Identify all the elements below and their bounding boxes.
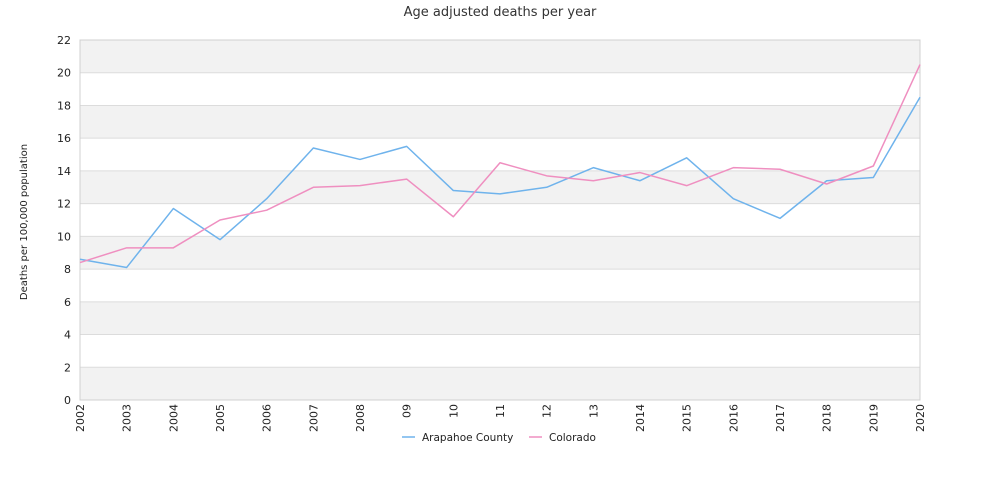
x-tick-label: 2018 (821, 404, 834, 432)
y-tick-label: 22 (57, 34, 71, 47)
x-tick-label: 12 (541, 404, 554, 418)
y-axis-ticks: 0 2 4 6 8 10 12 14 16 18 20 22 (57, 34, 71, 407)
plot-area (80, 40, 920, 400)
x-tick-label: 10 (447, 404, 460, 418)
grid-lines (79, 39, 921, 401)
x-tick-label: 2016 (727, 404, 740, 432)
y-tick-label: 0 (64, 394, 71, 407)
y-tick-label: 8 (64, 263, 71, 276)
y-tick-label: 10 (57, 230, 71, 243)
x-tick-label: 13 (587, 404, 600, 418)
plot-band (80, 301, 920, 335)
x-tick-label: 2004 (167, 404, 180, 432)
legend-label: Arapahoe County (422, 432, 513, 444)
x-tick-label: 2007 (307, 404, 320, 432)
y-tick-label: 20 (57, 67, 71, 80)
x-axis-ticks: 2002 2003 2004 2005 2006 2007 2008 09 10 11 12 13 20… (74, 404, 927, 432)
y-tick-label: 14 (57, 165, 71, 178)
plot-band (80, 367, 920, 400)
plot-bands (80, 40, 920, 400)
y-axis-label: Deaths per 100,000 population (19, 144, 30, 300)
y-tick-label: 4 (64, 329, 71, 342)
plot-band (80, 40, 920, 73)
y-tick-label: 6 (64, 296, 71, 309)
plot-band (80, 105, 920, 139)
plot-frame (79, 39, 921, 401)
series-line-0 (79, 96, 921, 269)
x-tick-label: 2015 (681, 404, 694, 432)
x-tick-label: 2017 (774, 404, 787, 432)
x-tick-label: 2003 (121, 404, 134, 432)
x-tick-label: 2014 (634, 404, 647, 432)
legend: Arapahoe County Colorado (402, 432, 596, 444)
y-tick-label: 18 (57, 99, 71, 112)
chart-title: Age adjusted deaths per year (404, 5, 597, 20)
x-tick-label: 2005 (214, 404, 227, 432)
x-tick-label: 2019 (867, 404, 880, 432)
plot-band (80, 170, 920, 204)
x-tick-label: 2020 (914, 404, 927, 432)
series-line-1 (79, 64, 921, 264)
x-tick-label: 11 (494, 404, 507, 418)
x-tick-label: 09 (401, 404, 414, 418)
y-tick-label: 2 (64, 361, 71, 374)
plot-band (80, 236, 920, 270)
y-tick-label: 16 (57, 132, 71, 145)
x-tick-label: 2002 (74, 404, 87, 432)
series-lines (79, 64, 921, 269)
y-tick-label: 12 (57, 198, 71, 211)
x-tick-label: 2008 (354, 404, 367, 432)
x-tick-label: 2006 (261, 404, 274, 432)
legend-label: Colorado (549, 432, 596, 444)
